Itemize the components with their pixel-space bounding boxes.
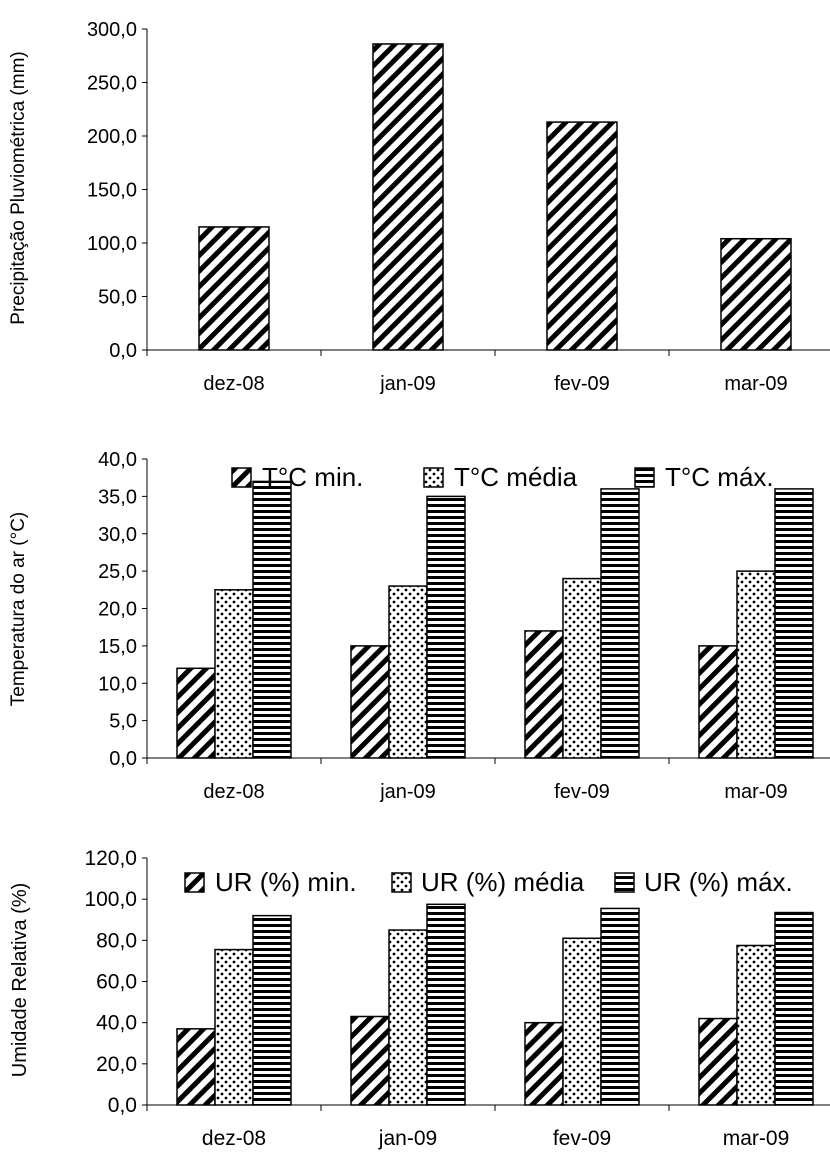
bar xyxy=(388,585,428,759)
legend-swatch xyxy=(231,467,252,488)
bar xyxy=(372,43,444,351)
bar xyxy=(600,907,640,1106)
y-axis-title: Temperatura do ar (°C) xyxy=(8,512,29,707)
legend-swatch xyxy=(391,872,412,893)
bar xyxy=(546,121,618,351)
x-tick-label: mar-09 xyxy=(724,781,787,803)
bar xyxy=(388,929,428,1106)
legend-label: T°C média xyxy=(454,462,578,492)
legend-label: UR (%) média xyxy=(421,867,585,897)
legend-swatch xyxy=(634,467,655,488)
x-tick-label: fev-09 xyxy=(554,373,610,395)
bar xyxy=(600,488,640,759)
bar xyxy=(426,903,466,1106)
y-tick-label: 100,0 xyxy=(84,888,137,911)
y-tick-label: 15,0 xyxy=(98,636,137,658)
y-tick-label: 35,0 xyxy=(98,486,137,508)
chart-1: 0,0 50,0 100,0 150,0 200,0 250,0 300,0 Precipit… xyxy=(8,19,830,395)
chart-3: 0,0 20,0 40,0 60,0 80,0 100,0 120,0 Umidade Rel… xyxy=(9,847,830,1150)
y-tick-label: 40,0 xyxy=(98,449,137,471)
y-tick-label: 60,0 xyxy=(96,971,137,994)
x-tick-label: jan-09 xyxy=(378,1127,437,1150)
bar xyxy=(214,589,254,759)
y-tick-label: 30,0 xyxy=(98,524,137,546)
bar xyxy=(350,1015,390,1106)
bar xyxy=(252,480,292,759)
bar xyxy=(252,914,292,1106)
bar xyxy=(214,948,254,1106)
legend-swatch xyxy=(614,872,635,893)
y-tick-label: 150,0 xyxy=(87,180,137,202)
bar xyxy=(524,1021,564,1106)
legend-swatch xyxy=(184,872,205,893)
bar xyxy=(774,911,814,1106)
legend: UR (%) min. UR (%) média UR (%) máx. xyxy=(184,867,793,897)
x-tick-label: dez-08 xyxy=(203,373,264,395)
y-tick-label: 50,0 xyxy=(98,287,137,309)
bar xyxy=(176,667,216,759)
x-tick-label: dez-08 xyxy=(203,781,264,803)
legend-label: UR (%) máx. xyxy=(644,867,793,897)
y-axis-title: Precipitação Pluviométrica (mm) xyxy=(8,51,29,324)
bar xyxy=(350,645,390,759)
y-tick-label: 5,0 xyxy=(109,711,137,733)
x-tick-label: dez-08 xyxy=(202,1127,266,1150)
y-tick-label: 25,0 xyxy=(98,561,137,583)
bar xyxy=(736,944,776,1106)
y-tick-label: 300,0 xyxy=(87,19,137,41)
bar xyxy=(426,495,466,759)
y-tick-label: 120,0 xyxy=(84,847,137,870)
y-tick-label: 40,0 xyxy=(96,1012,137,1035)
bar xyxy=(736,570,776,759)
x-tick-label: fev-09 xyxy=(553,1127,611,1150)
y-tick-label: 100,0 xyxy=(87,233,137,255)
y-tick-label: 80,0 xyxy=(96,929,137,952)
y-tick-label: 200,0 xyxy=(87,126,137,148)
x-tick-label: fev-09 xyxy=(554,781,610,803)
bar xyxy=(198,226,270,351)
y-tick-label: 20,0 xyxy=(98,599,137,621)
y-tick-label: 250,0 xyxy=(87,73,137,95)
bar xyxy=(698,645,738,759)
legend-label: T°C min. xyxy=(262,462,363,492)
bar xyxy=(176,1028,216,1106)
y-tick-label: 20,0 xyxy=(96,1053,137,1076)
y-tick-label: 0,0 xyxy=(108,1094,137,1117)
x-tick-label: jan-09 xyxy=(379,373,436,395)
bar xyxy=(562,577,602,759)
y-axis-title: Umidade Relativa (%) xyxy=(9,883,31,1078)
y-tick-label: 0,0 xyxy=(109,748,137,770)
bar xyxy=(524,630,564,759)
y-tick-label: 0,0 xyxy=(109,340,137,362)
x-tick-label: jan-09 xyxy=(379,781,436,803)
legend: T°C min. T°C média T°C máx. xyxy=(231,462,774,492)
bar xyxy=(698,1017,738,1106)
bar xyxy=(774,488,814,759)
bar xyxy=(562,937,602,1106)
legend-swatch xyxy=(423,467,444,488)
x-tick-label: mar-09 xyxy=(723,1127,790,1150)
x-tick-label: mar-09 xyxy=(724,373,787,395)
legend-label: T°C máx. xyxy=(665,462,774,492)
chart-2: 0,0 5,0 10,0 15,0 20,0 25,0 30,0 35,0 40,0 Temper… xyxy=(8,449,830,803)
legend-label: UR (%) min. xyxy=(215,867,357,897)
y-tick-label: 10,0 xyxy=(98,673,137,695)
bar xyxy=(720,237,792,351)
